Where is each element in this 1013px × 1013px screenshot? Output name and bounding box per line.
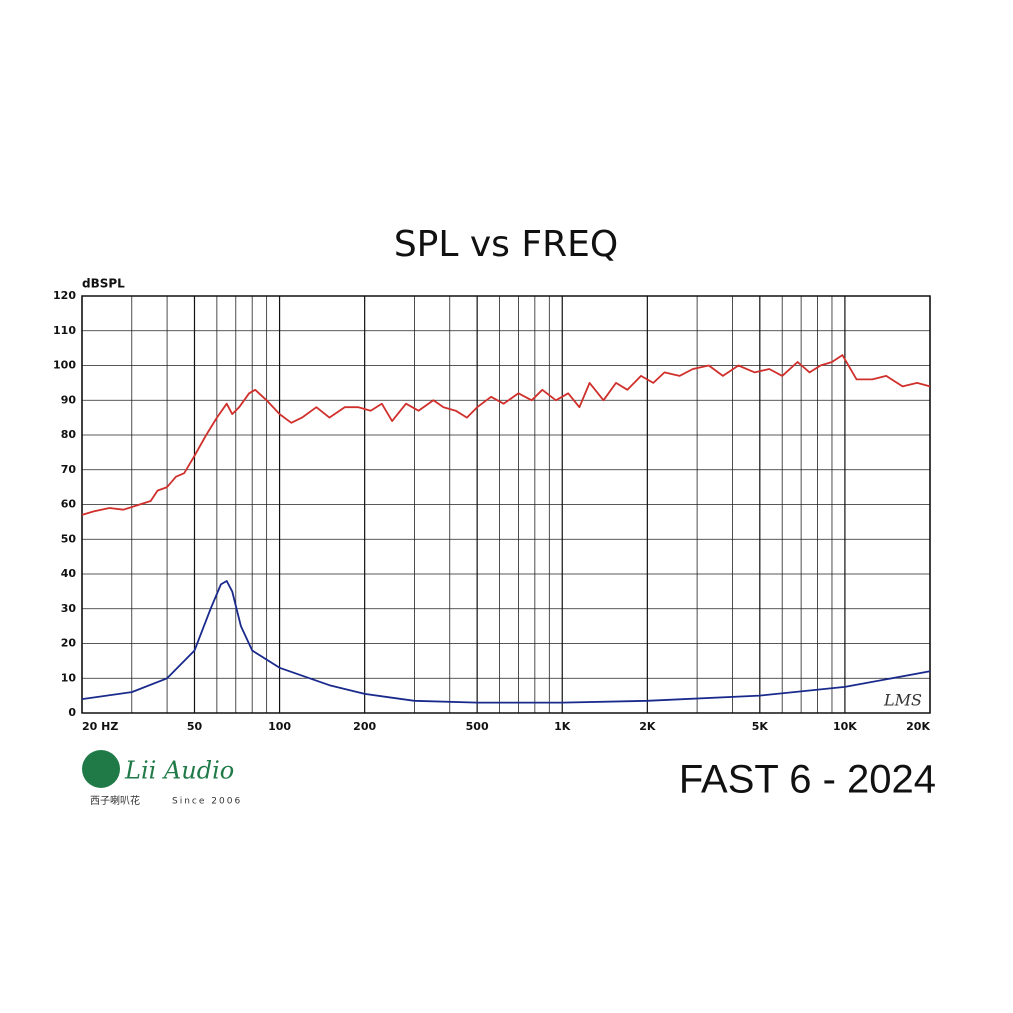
y-tick-label: 20 <box>61 637 77 650</box>
x-tick-label: 100 <box>268 720 291 733</box>
x-tick-label: 5K <box>752 720 769 733</box>
y-tick-label: 60 <box>61 498 77 511</box>
y-tick-label: 70 <box>61 463 77 476</box>
logo-chinese: 西子喇叭花 <box>90 794 140 807</box>
y-tick-label: 80 <box>61 428 77 441</box>
y-tick-label: 90 <box>61 393 77 406</box>
plot-border <box>81 295 931 714</box>
x-tick-label: 10K <box>833 720 857 733</box>
logo-since: Since 2006 <box>172 797 242 807</box>
annotation: LMS <box>883 691 922 710</box>
logo-icon <box>82 750 120 788</box>
footer: FAST 6 - 2024 <box>679 758 936 802</box>
y-tick-label: 10 <box>61 671 77 684</box>
y-tick-label: 50 <box>61 532 77 545</box>
logo-brand: Lii Audio <box>124 757 234 785</box>
y-axis-label: dBSPL <box>82 277 125 291</box>
chart-title: SPL vs FREQ <box>394 224 618 265</box>
y-tick-label: 100 <box>53 359 76 372</box>
y-tick-label: 30 <box>61 602 77 615</box>
x-tick-label: 200 <box>353 720 376 733</box>
x-tick-label: 50 <box>187 720 203 733</box>
x-tick-label: 20K <box>906 720 930 733</box>
y-tick-label: 0 <box>68 706 76 719</box>
x-tick-label: 2K <box>639 720 656 733</box>
logo: Lii Audio 西子喇叭花 Since 2006 <box>82 750 242 807</box>
y-tick-label: 110 <box>53 324 76 337</box>
series-line <box>81 354 931 516</box>
y-tick-label: 40 <box>61 567 77 580</box>
x-tick-label: 1K <box>554 720 571 733</box>
x-tick-label: 500 <box>466 720 489 733</box>
series-line <box>81 580 931 704</box>
y-tick-label: 120 <box>53 289 76 302</box>
x-tick-label: 20 HZ <box>82 720 118 733</box>
